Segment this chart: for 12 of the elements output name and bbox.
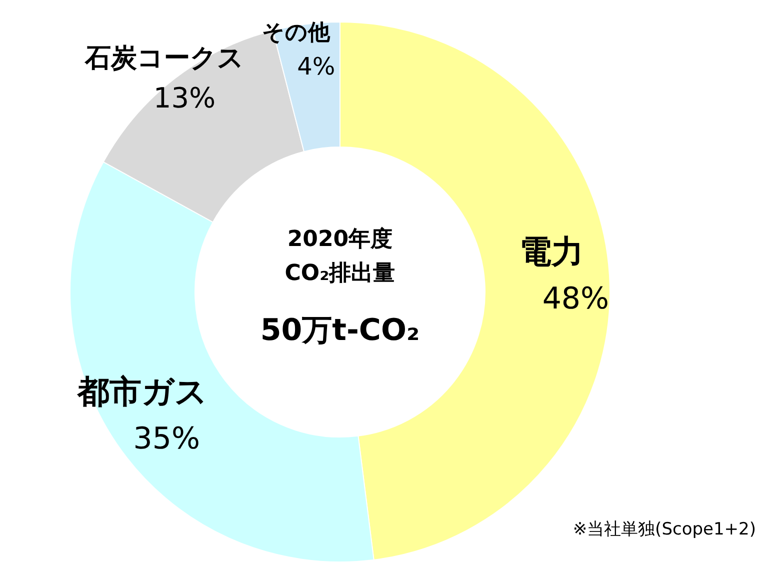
slice-label: 石炭コークス bbox=[84, 43, 244, 74]
slice-label: 都市ガス bbox=[76, 372, 208, 411]
data-label: 35% bbox=[133, 422, 200, 457]
data-label: 4% bbox=[297, 52, 336, 81]
text: CO₂排出量 bbox=[284, 261, 396, 286]
text: 2020年度 bbox=[287, 226, 393, 252]
slice-label: その他 bbox=[262, 20, 332, 46]
slice-label: 電力 bbox=[520, 232, 584, 271]
data-label: 48% bbox=[542, 282, 609, 317]
data-label: 13% bbox=[153, 81, 216, 114]
text: ※当社単独(Scope1+2) bbox=[572, 520, 756, 540]
text: 50万t-CO₂ bbox=[260, 313, 420, 348]
